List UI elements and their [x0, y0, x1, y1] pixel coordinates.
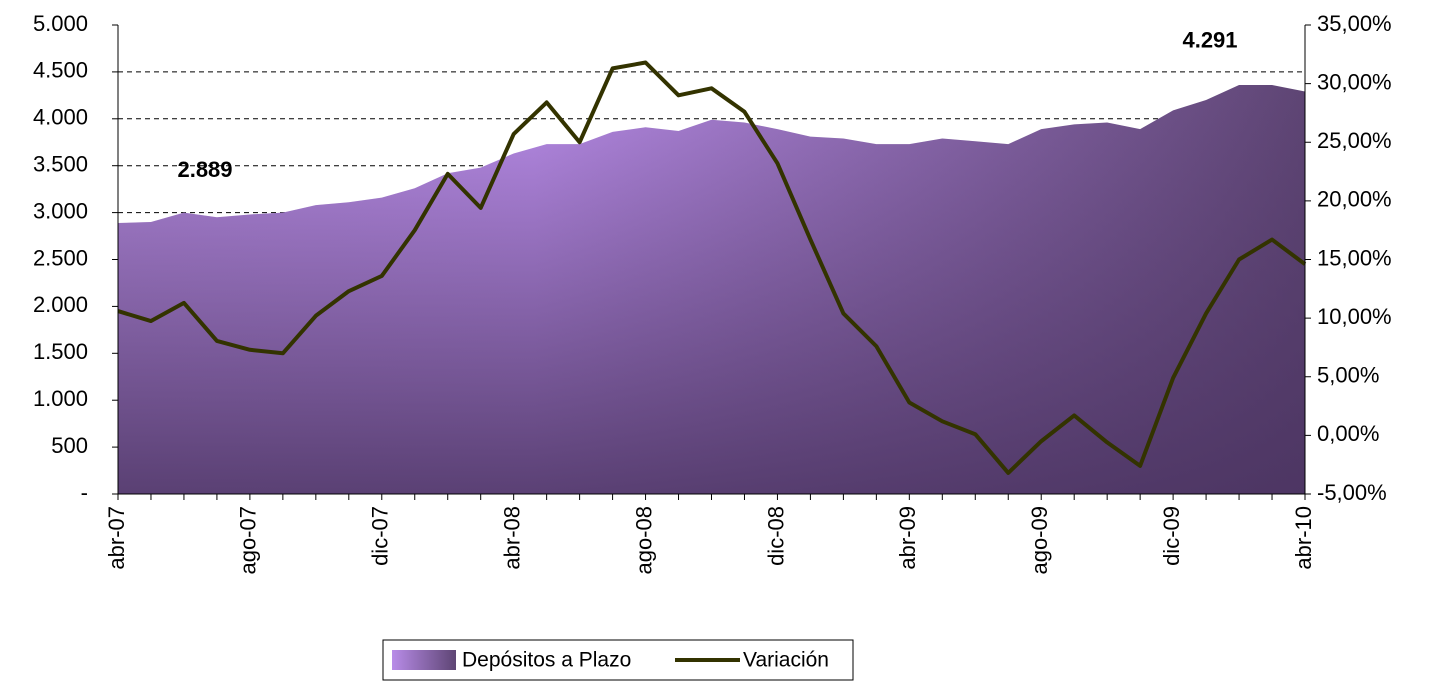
y-tick-label: 3.000 [33, 198, 88, 223]
y-tick-label: 4.000 [33, 105, 88, 130]
x-tick-label: dic-09 [1159, 506, 1184, 566]
y2-tick-label: 20,00% [1317, 187, 1392, 212]
legend-label: Depósitos a Plazo [462, 649, 631, 672]
y-tick-label: 1.000 [33, 386, 88, 411]
y2-tick-label: 10,00% [1317, 304, 1392, 329]
y2-tick-label: -5,00% [1317, 480, 1387, 505]
y-tick-label: 1.500 [33, 339, 88, 364]
x-tick-label: abr-10 [1291, 506, 1316, 570]
y2-tick-label: 5,00% [1317, 363, 1379, 388]
y-tick-label: 2.500 [33, 245, 88, 270]
data-label: 2.889 [177, 157, 232, 182]
y2-tick-label: 15,00% [1317, 245, 1392, 270]
legend-swatch-area [392, 650, 456, 670]
x-tick-label: ago-08 [631, 506, 656, 575]
x-tick-label: abr-08 [499, 506, 524, 570]
y-tick-label: 2.000 [33, 292, 88, 317]
legend-label: Variación [743, 649, 829, 672]
y-tick-label: 3.500 [33, 152, 88, 177]
y-tick-label: - [81, 480, 88, 505]
x-tick-label: dic-08 [763, 506, 788, 566]
y2-tick-label: 30,00% [1317, 69, 1392, 94]
marks: 2.889 4.291 [117, 27, 1307, 495]
line [117, 60, 1307, 475]
x-tick-label: abr-07 [104, 506, 129, 570]
x-tick-label: ago-09 [1027, 506, 1052, 575]
legend-box [382, 639, 854, 681]
y2-tick-label: 0,00% [1317, 421, 1379, 446]
x-tick-label: ago-07 [236, 506, 261, 575]
y-tick-label: 5.000 [33, 11, 88, 36]
x-tick-label: abr-09 [895, 506, 920, 570]
data-label: 4.291 [1182, 27, 1237, 52]
axes: - 500 1.000 1.500 2.000 2.500 3.000 3.500 4.000 4… [33, 11, 1392, 575]
area-shade [118, 85, 1305, 495]
y2-tick-label: 25,00% [1317, 128, 1392, 153]
x-tick-label: dic-07 [368, 506, 393, 566]
y2-tick-label: 35,00% [1317, 11, 1392, 36]
y-tick-label: 500 [51, 433, 88, 458]
y-tick-label: 4.500 [33, 58, 88, 83]
